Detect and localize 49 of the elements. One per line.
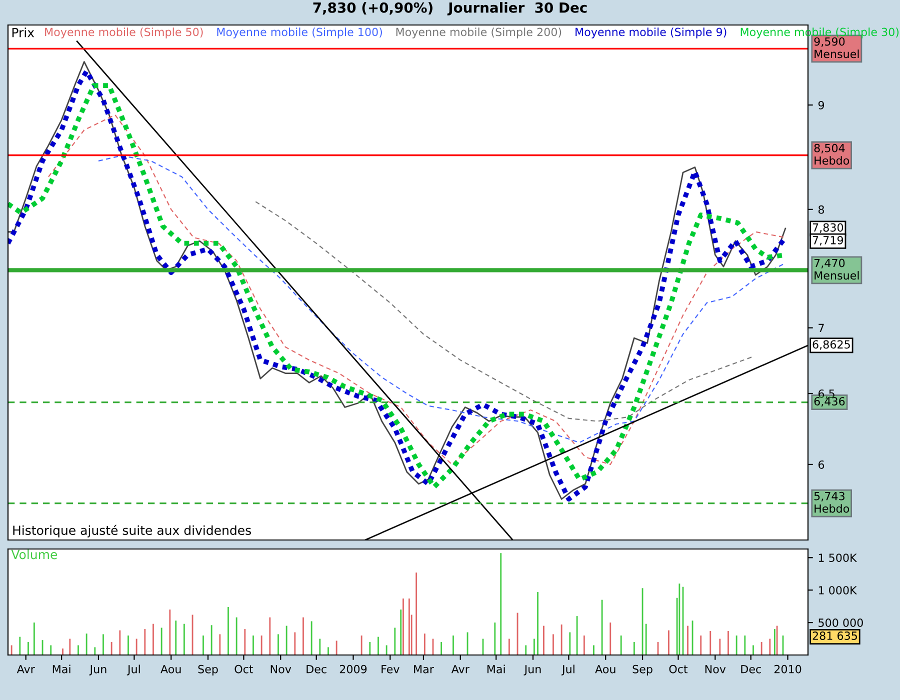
x-tick-label: Sep (198, 664, 218, 676)
x-tick-label: Mar (414, 665, 434, 674)
x-tick-label: Dec (306, 665, 326, 674)
ref-line-label: 9,590 Mensuel (814, 37, 859, 58)
x-tick-label: Dec (741, 665, 761, 674)
text: Moyenne mobile (Simple 50) (45, 28, 203, 38)
x-tick-label: Nov (705, 665, 726, 674)
line-series (98, 155, 786, 444)
annotation: 7,719 (812, 236, 844, 246)
x-tick-label: Nov (270, 665, 292, 674)
annotation: Historique ajusté suite aux dividendes (13, 524, 251, 538)
y-tick-label: 1 000K (818, 586, 858, 594)
x-tick-label: Avr (451, 665, 470, 674)
x-tick-label: Jul (561, 664, 574, 676)
text: Moyenne mobile (Simple 9) (576, 28, 726, 38)
x-tick-label: Avr (16, 665, 35, 674)
x-tick-label: Jun (89, 665, 106, 676)
x-tick-label: Mai (487, 664, 505, 674)
annotation: 7,830 (812, 223, 844, 233)
x-tick-label: 2010 (774, 664, 802, 674)
x-tick-label: Aou (160, 665, 181, 674)
y-tick-label: 6 (818, 460, 824, 469)
line-series (48, 114, 786, 466)
y-tick-label: 1 500K (818, 554, 858, 562)
chart-title: 7,830 (+0,90%) Journalier 30 Dec (313, 2, 587, 16)
x-tick-label: Jul (126, 664, 140, 676)
annotation: 6,8625 (812, 340, 850, 350)
x-tick-label: Mai (52, 664, 70, 674)
x-tick-label: Fev (382, 665, 400, 674)
ref-line-label: 6,436 (814, 397, 845, 407)
x-tick-label: 2009 (340, 664, 367, 674)
ref-line-label: 5,743 Hebdo (814, 492, 850, 513)
x-tick-label: Oct (669, 664, 688, 674)
ref-line-label: 7,470 Mensuel (814, 258, 859, 280)
x-tick-label: Jun (524, 665, 541, 676)
text: Moyenne mobile (Simple 100) (217, 28, 382, 38)
text: Moyenne mobile (Simple 200) (396, 28, 562, 38)
ref-line-label: 8,504 Hebdo (814, 144, 850, 165)
annotation: 281 635 (812, 632, 857, 640)
x-tick-label: Aou (595, 665, 616, 674)
y-axis-title: Prix (12, 28, 34, 38)
y-tick-label: 6,5 (818, 389, 834, 400)
y-tick-label: 8 (818, 205, 824, 214)
y-tick-label: 7 (818, 324, 824, 332)
y-tick-label: 500 000 (818, 618, 863, 627)
x-tick-label: Sep (632, 664, 652, 676)
y-tick-label: 9 (818, 100, 824, 110)
text: Volume (11, 550, 58, 560)
x-tick-label: Oct (234, 664, 254, 674)
